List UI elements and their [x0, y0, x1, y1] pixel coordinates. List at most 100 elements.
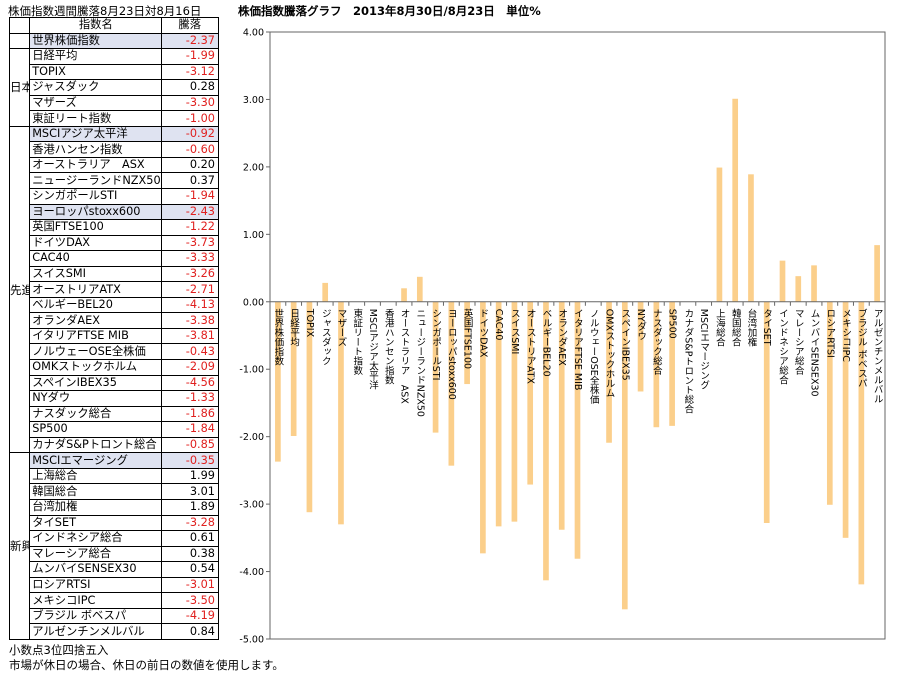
bar	[495, 301, 502, 527]
y-tick-label: -2.00	[239, 432, 264, 443]
index-name: カナダS&Pトロント総合	[29, 436, 163, 454]
index-change: -3.30	[161, 94, 219, 112]
table-row: 新興国MSCIエマージング-0.35	[8, 452, 219, 640]
index-change: -0.60	[161, 141, 219, 158]
bar	[637, 301, 644, 392]
chart-title: 株価指数騰落グラフ 2013年8月30日/8月23日 単位%	[238, 4, 541, 18]
category-label: ロシアRTSI	[824, 309, 835, 358]
bar	[558, 301, 565, 530]
bar	[748, 174, 754, 302]
table-row: TOPIX -3.12	[10, 63, 219, 81]
index-name: ヨーロッパstoxx600	[29, 203, 163, 221]
category-label: スペインIBEX35	[619, 309, 631, 381]
index-name: 香港ハンセン指数	[29, 141, 163, 158]
header-value: 騰落	[161, 17, 219, 34]
y-tick-label: 2.00	[243, 162, 264, 173]
table-row: マレーシア総合 0.38	[10, 545, 219, 563]
category-label: ヨーロッパstoxx600	[446, 309, 458, 400]
table-row: 世界株価指数 -2.37	[8, 32, 219, 50]
index-change: -3.26	[161, 265, 219, 283]
category-label: CAC40	[493, 309, 504, 341]
index-name: 韓国総合	[29, 483, 163, 500]
index-change: 0.38	[161, 545, 219, 563]
index-name: NYダウ	[29, 390, 163, 407]
bar	[858, 301, 865, 585]
table-row: ニュージーランドNZX50 0.37	[10, 172, 219, 190]
y-tick-label: 4.00	[243, 28, 264, 39]
bar	[653, 301, 660, 428]
index-name: ナスダック総合	[29, 405, 163, 423]
table-row: ムンバイSENSEX30 0.54	[10, 561, 219, 578]
bar	[763, 301, 770, 523]
index-name: マザーズ	[29, 94, 163, 112]
group-label	[8, 32, 31, 50]
table-row: 英国FTSE100 -1.22	[10, 219, 219, 236]
plot-frame	[269, 31, 886, 640]
table-row: アルゼンチンメルバル 0.84	[10, 623, 219, 640]
bar-chart: 4.00 3.00 2.00 1.00 0.00 -1.00 -2.00 -3.00 -4.00…	[239, 28, 886, 646]
index-name: シンガポールSTI	[29, 188, 163, 205]
category-label: オーストリアATX	[525, 309, 537, 385]
index-change: -3.33	[161, 250, 219, 267]
index-change: -3.50	[161, 592, 219, 609]
index-name: ベルギーBEL20	[29, 296, 163, 314]
table-row: インドネシア総合 0.61	[10, 530, 219, 547]
bar	[480, 301, 486, 554]
bar	[606, 301, 612, 443]
rounding-note: 小数点3位四捨五入	[9, 642, 109, 657]
index-name: ノルウェーOSE全株価	[29, 343, 163, 361]
index-change: 1.89	[161, 498, 219, 516]
table-row: オーストリアATX -2.71	[10, 281, 219, 298]
category-label: 香港ハンセン指数	[383, 309, 395, 386]
category-label: シンガポールSTI	[430, 309, 442, 381]
bar	[716, 167, 723, 302]
index-name: 上海総合	[29, 467, 163, 485]
category-label: インドネシア総合	[777, 309, 789, 386]
category-label: 上海総合	[714, 309, 726, 348]
index-name: メキシコIPC	[29, 592, 163, 609]
index-name: ニュージーランドNZX50	[29, 172, 163, 190]
bar	[574, 301, 581, 559]
category-label: ジャスダック	[320, 309, 332, 366]
y-tick-label: 3.00	[243, 95, 264, 106]
index-change: -3.01	[161, 576, 219, 594]
table-row: CAC40 -3.33	[10, 250, 219, 267]
category-label: ナスダック総合	[651, 309, 663, 376]
table-row: カナダS&Pトロント総合 -0.85	[10, 436, 219, 454]
index-name: マレーシア総合	[29, 545, 163, 563]
index-change: -1.99	[161, 48, 219, 65]
index-change: 0.37	[161, 172, 219, 190]
table-row: ブラジル ボベスパ -4.19	[10, 607, 219, 625]
index-name: OMKストックホルム	[29, 359, 163, 376]
group-label: 先進国	[8, 125, 31, 454]
category-label: イタリアFTSE MIB	[572, 309, 584, 391]
category-label: タイSET	[761, 309, 773, 346]
table-row: シンガポールSTI -1.94	[10, 188, 219, 205]
y-tick-label: 0.00	[243, 297, 264, 308]
table-row: 日本日経平均-1.99	[8, 48, 219, 127]
table-header-row: 指数名 騰落	[8, 17, 219, 34]
table-row: スペインIBEX35 -4.56	[10, 374, 219, 392]
category-label: 英国FTSE100	[462, 308, 474, 369]
index-name: インドネシア総合	[29, 530, 163, 547]
table-row: ナスダック総合 -1.86	[10, 405, 219, 423]
category-label: MSCIアジア太平洋	[367, 309, 379, 391]
index-name: MSCIアジア太平洋	[29, 125, 163, 143]
index-change: 0.28	[161, 79, 219, 96]
table-row: メキシコIPC -3.50	[10, 592, 219, 609]
index-name: オランダAEX	[29, 312, 163, 329]
index-change: -2.71	[161, 281, 219, 298]
index-name: 台湾加権	[29, 498, 163, 516]
category-label: ニュージーランドNZX50	[414, 309, 426, 417]
bar	[527, 301, 534, 485]
bar	[621, 301, 628, 610]
table-row: 韓国総合 3.01	[10, 483, 219, 500]
bar	[795, 276, 802, 302]
index-name: 世界株価指数	[29, 32, 163, 50]
index-name: ロシアRTSI	[29, 576, 163, 594]
category-label: 韓国総合	[730, 309, 742, 348]
table-row: スイスSMI -3.26	[10, 265, 219, 283]
category-label: メキシコIPC	[840, 309, 851, 363]
index-change: -1.86	[161, 405, 219, 423]
y-tick-label: -1.00	[239, 365, 264, 376]
